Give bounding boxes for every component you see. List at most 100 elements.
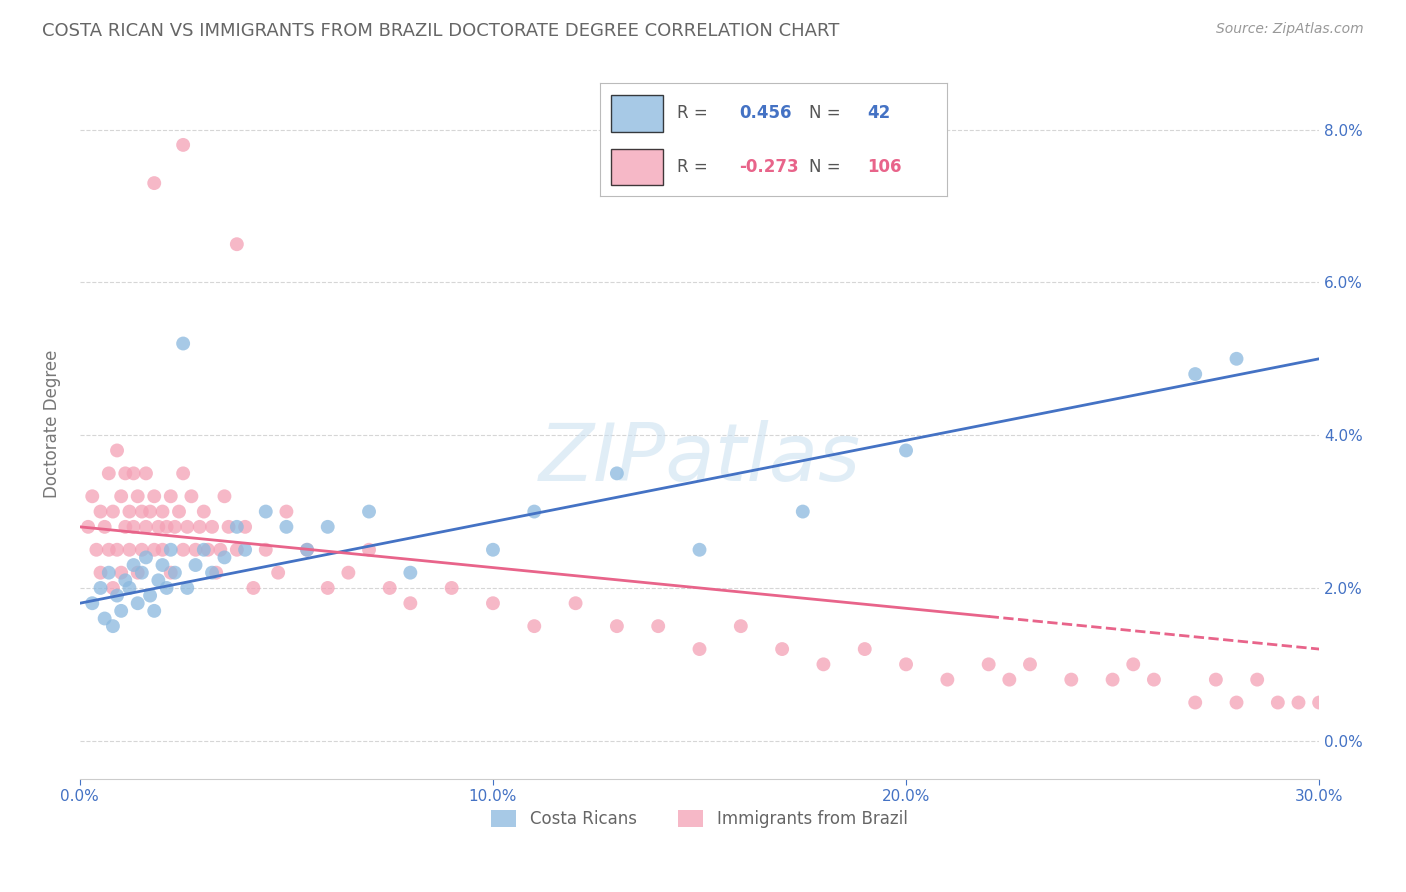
Point <box>118 505 141 519</box>
Point <box>853 642 876 657</box>
Point <box>135 550 157 565</box>
Point <box>936 673 959 687</box>
Point <box>86 542 108 557</box>
Point <box>110 604 132 618</box>
Point <box>122 467 145 481</box>
Point <box>131 542 153 557</box>
Point <box>127 489 149 503</box>
Point <box>97 566 120 580</box>
Point <box>89 566 111 580</box>
Point <box>276 505 298 519</box>
Y-axis label: Doctorate Degree: Doctorate Degree <box>44 350 60 498</box>
Point <box>254 505 277 519</box>
Point <box>156 520 179 534</box>
Point <box>214 550 236 565</box>
Point <box>998 673 1021 687</box>
Point <box>97 467 120 481</box>
Point <box>267 566 290 580</box>
Point <box>159 489 181 503</box>
Point <box>82 489 104 503</box>
Point <box>143 176 166 190</box>
Point <box>114 520 136 534</box>
Point <box>1225 351 1247 366</box>
Point <box>172 467 194 481</box>
Text: COSTA RICAN VS IMMIGRANTS FROM BRAZIL DOCTORATE DEGREE CORRELATION CHART: COSTA RICAN VS IMMIGRANTS FROM BRAZIL DO… <box>42 22 839 40</box>
Point <box>77 520 100 534</box>
Point <box>1060 673 1083 687</box>
Point <box>143 604 166 618</box>
Point <box>225 542 247 557</box>
Text: ZIPatlas: ZIPatlas <box>538 420 860 499</box>
Point <box>101 581 124 595</box>
Point <box>114 574 136 588</box>
Point <box>214 489 236 503</box>
Point <box>201 566 224 580</box>
Point <box>1369 711 1392 725</box>
Point <box>606 467 628 481</box>
Point <box>1288 696 1310 710</box>
Point <box>316 581 339 595</box>
Point <box>152 558 174 572</box>
Point <box>316 520 339 534</box>
Point <box>135 467 157 481</box>
Point <box>1184 696 1206 710</box>
Point <box>1350 711 1372 725</box>
Point <box>1246 673 1268 687</box>
Point <box>295 542 318 557</box>
Point <box>110 489 132 503</box>
Point <box>357 542 380 557</box>
Point <box>564 596 586 610</box>
Point <box>357 505 380 519</box>
Point <box>159 566 181 580</box>
Text: Source: ZipAtlas.com: Source: ZipAtlas.com <box>1216 22 1364 37</box>
Point <box>1308 696 1330 710</box>
Point <box>172 542 194 557</box>
Point <box>163 520 186 534</box>
Point <box>188 520 211 534</box>
Point <box>689 642 711 657</box>
Point <box>1391 711 1406 725</box>
Point <box>122 558 145 572</box>
Point <box>135 520 157 534</box>
Point <box>378 581 401 595</box>
Point <box>176 581 198 595</box>
Point <box>143 542 166 557</box>
Point <box>114 467 136 481</box>
Point <box>606 619 628 633</box>
Point <box>197 542 219 557</box>
Point <box>148 574 170 588</box>
Point <box>139 505 162 519</box>
Point <box>482 596 505 610</box>
Point <box>184 542 207 557</box>
Point <box>127 566 149 580</box>
Point <box>131 566 153 580</box>
Point <box>167 505 190 519</box>
Point <box>1225 696 1247 710</box>
Point <box>225 237 247 252</box>
Point <box>159 542 181 557</box>
Point <box>156 581 179 595</box>
Point <box>770 642 793 657</box>
Point <box>122 520 145 534</box>
Point <box>977 657 1000 672</box>
Point <box>337 566 360 580</box>
Point <box>209 542 232 557</box>
Point <box>176 520 198 534</box>
Point <box>218 520 240 534</box>
Point <box>1205 673 1227 687</box>
Point <box>131 505 153 519</box>
Point <box>894 657 917 672</box>
Point <box>1184 367 1206 381</box>
Point <box>295 542 318 557</box>
Point <box>101 619 124 633</box>
Point <box>172 137 194 152</box>
Point <box>89 505 111 519</box>
Point <box>163 566 186 580</box>
Point <box>225 520 247 534</box>
Point <box>118 581 141 595</box>
Point <box>233 520 256 534</box>
Point <box>201 520 224 534</box>
Point <box>1019 657 1042 672</box>
Point <box>440 581 463 595</box>
Point <box>813 657 835 672</box>
